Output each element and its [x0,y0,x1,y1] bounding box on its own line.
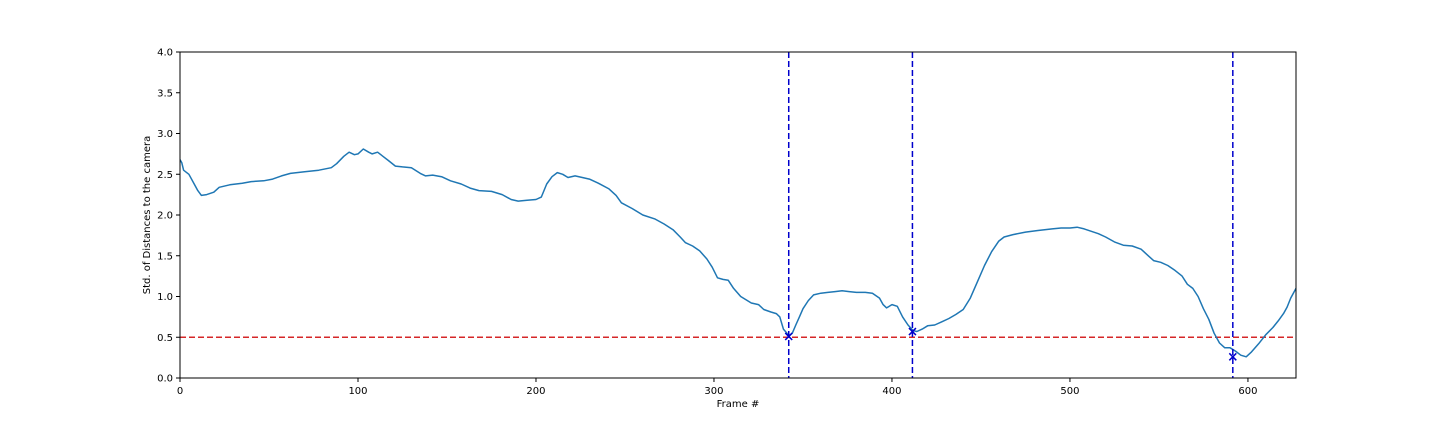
x-axis-label: Frame # [717,399,760,410]
y-axis-label: Std. of Distances to the camera [142,136,153,294]
y-axis-ticks: 0.0 0.5 1.0 1.5 2.0 2.5 3.0 3.5 4.0 [157,48,180,385]
y-tick-label: 0.5 [157,333,173,344]
minimum-marker [1228,352,1237,361]
x-tick-label: 100 [348,386,367,397]
x-tick-label: 500 [1060,386,1079,397]
minimum-marker [784,332,793,341]
y-tick-label: 3.5 [157,88,173,99]
plot-area [180,52,1296,378]
plot-frame [179,51,1297,379]
y-tick-label: 2.5 [157,170,173,181]
series-line-std [180,148,1296,358]
marker-stroke [1228,352,1237,361]
x-tick-label: 200 [526,386,545,397]
y-tick-label: 4.0 [157,48,173,59]
y-tick-label: 2.0 [157,211,173,222]
y-tick-label: 3.0 [157,129,173,140]
minimum-marker [908,327,917,336]
x-axis-ticks: 0 100 200 300 400 500 600 [177,378,1257,397]
x-tick-label: 300 [704,386,723,397]
x-tick-label: 600 [1238,386,1257,397]
y-tick-label: 0.0 [157,374,173,385]
marker-stroke [908,327,917,336]
y-tick-label: 1.0 [157,292,173,303]
x-tick-label: 400 [882,386,901,397]
x-tick-label: 0 [177,386,183,397]
marker-stroke [784,332,793,341]
y-tick-label: 1.5 [157,251,173,262]
